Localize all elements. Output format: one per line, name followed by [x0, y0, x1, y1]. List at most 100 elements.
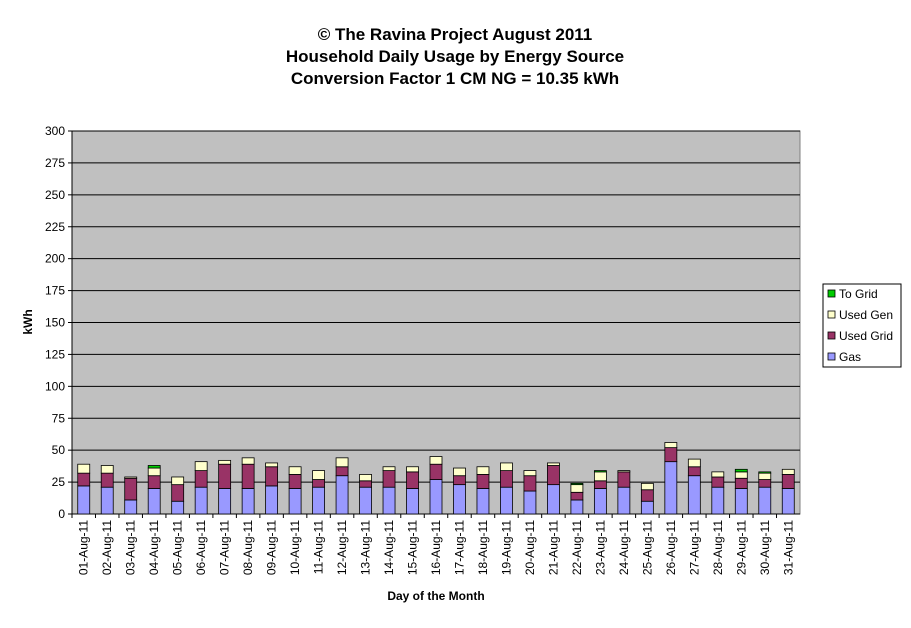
x-tick-label: 30-Aug-11 [758, 520, 772, 575]
legend-swatch [827, 331, 836, 340]
bar-segment [476, 488, 490, 515]
bar-segment [453, 484, 466, 515]
x-tick-label: 17-Aug-11 [452, 520, 466, 575]
bar-segment [781, 488, 795, 515]
x-tick-label: 27-Aug-11 [687, 520, 701, 575]
bar-segment [547, 462, 560, 466]
x-tick-label: 28-Aug-11 [711, 520, 725, 575]
bar-segment [406, 488, 419, 515]
x-tick-label: 16-Aug-11 [429, 520, 443, 575]
bar-segment [453, 475, 466, 486]
bar-segment [77, 472, 91, 487]
bar-segment [312, 470, 325, 480]
bar-segment [523, 490, 537, 515]
bar-segment [570, 491, 584, 501]
chart-title: © The Ravina Project August 2011 [318, 25, 593, 44]
x-tick-label: 24-Aug-11 [617, 520, 631, 575]
x-tick-label: 29-Aug-11 [734, 520, 748, 575]
bar-segment [241, 488, 255, 515]
bar-segment [171, 476, 185, 486]
bar-segment [617, 470, 631, 473]
legend-label: Used Gen [839, 308, 893, 322]
x-tick-label: 31-Aug-11 [781, 520, 795, 575]
bar-segment [335, 457, 349, 468]
x-tick-label: 04-Aug-11 [147, 520, 161, 575]
bar-segment [523, 475, 537, 492]
bar-segment [758, 479, 772, 488]
x-tick-label: 14-Aug-11 [382, 520, 396, 575]
bar-segment [100, 486, 114, 515]
bar-segment [570, 499, 584, 515]
x-tick-label: 25-Aug-11 [640, 520, 654, 575]
bar-segment [570, 482, 584, 486]
bar-segment [523, 470, 537, 477]
bar-segment [77, 485, 91, 515]
bar-segment [147, 488, 161, 515]
bar-segment [687, 466, 701, 477]
y-tick-label: 150 [45, 316, 65, 330]
bar-segment [500, 470, 513, 488]
x-tick-label: 20-Aug-11 [523, 520, 537, 575]
bar-segment [124, 476, 138, 479]
x-tick-label: 07-Aug-11 [218, 520, 232, 575]
x-tick-label: 23-Aug-11 [593, 520, 607, 575]
x-tick-label: 12-Aug-11 [335, 520, 349, 575]
x-tick-label: 18-Aug-11 [476, 520, 490, 575]
legend-box [822, 283, 902, 368]
bar-segment [147, 467, 161, 477]
bar-segment [335, 466, 349, 477]
bar-segment [734, 468, 748, 473]
bar-segment [640, 500, 654, 515]
x-tick-label: 26-Aug-11 [664, 520, 678, 575]
bar-segment [359, 474, 372, 482]
y-tick-label: 200 [45, 252, 65, 266]
bar-segment [382, 486, 396, 515]
y-tick-label: 225 [45, 220, 65, 234]
bar-segment [77, 463, 91, 474]
bar-segment [664, 442, 678, 449]
bar-segment [758, 486, 772, 515]
bar-segment [781, 474, 795, 489]
bar-segment [711, 471, 725, 478]
bar-segment [265, 485, 279, 515]
bar-segment [734, 488, 748, 515]
bar-segment [312, 479, 325, 488]
y-tick-label: 50 [52, 443, 66, 457]
bar-segment [429, 479, 443, 515]
y-tick-label: 175 [45, 284, 65, 298]
bar-segment [429, 463, 443, 480]
x-tick-label: 09-Aug-11 [265, 520, 279, 575]
x-tick-label: 11-Aug-11 [312, 520, 326, 575]
bar-segment [593, 471, 607, 482]
bar-segment [593, 470, 607, 473]
legend-label: Used Grid [839, 329, 893, 343]
bar-segment [664, 461, 678, 515]
y-tick-label: 75 [52, 411, 66, 425]
bar-segment [265, 462, 279, 468]
bar-segment [406, 471, 419, 489]
bar-segment [241, 463, 255, 489]
bar-segment [734, 471, 748, 479]
bar-segment [547, 484, 560, 515]
y-tick-label: 100 [45, 379, 65, 393]
x-tick-label: 02-Aug-11 [100, 520, 114, 575]
bar-segment [288, 466, 302, 475]
y-tick-label: 0 [58, 507, 65, 521]
bar-segment [664, 447, 678, 463]
bar-segment [241, 457, 255, 465]
bar-segment [711, 476, 725, 488]
bar-segment [687, 458, 701, 468]
x-axis-title: Day of the Month [387, 589, 484, 603]
bar-segment [711, 486, 725, 515]
bar-segment [100, 472, 114, 488]
x-tick-label: 03-Aug-11 [124, 520, 138, 575]
bar-segment [288, 488, 302, 515]
bar-segment [194, 461, 208, 471]
bar-segment [500, 486, 513, 515]
legend-label: To Grid [839, 287, 878, 301]
x-tick-label: 19-Aug-11 [499, 520, 513, 575]
x-tick-label: 22-Aug-11 [570, 520, 584, 575]
bar-segment [476, 474, 490, 489]
bar-segment [218, 463, 232, 489]
